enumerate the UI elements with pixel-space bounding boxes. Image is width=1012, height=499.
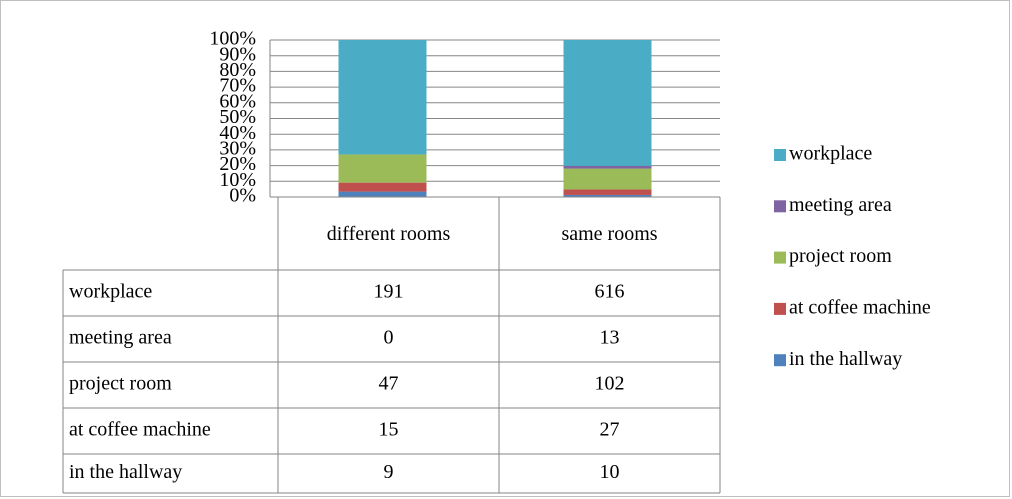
table-value: 102 [595, 373, 625, 395]
y-tick-label: 30% [219, 137, 256, 159]
row-label: meeting area [69, 327, 172, 349]
bar-segment [563, 40, 652, 166]
y-tick-label: 50% [219, 106, 256, 128]
y-tick-label: 10% [219, 169, 256, 191]
legend-swatch [774, 302, 786, 315]
y-tick-label: 70% [219, 75, 256, 97]
row-label: workplace [69, 281, 152, 303]
table-value: 191 [374, 281, 404, 303]
bar-segment [338, 154, 427, 183]
table-value: 13 [600, 327, 620, 349]
y-tick-label: 0% [229, 185, 256, 207]
legend-swatch [774, 354, 786, 367]
bar-segment [338, 191, 427, 197]
bar-segment [563, 165, 652, 169]
legend-label: in the hallway [789, 348, 902, 370]
category-label: different rooms [326, 222, 451, 245]
bar-segment [563, 168, 652, 190]
y-tick-label: 100% [209, 28, 256, 50]
legend-swatch [774, 200, 786, 213]
legend-swatch [774, 251, 786, 264]
table-value: 10 [600, 461, 620, 483]
table-value: 15 [379, 419, 399, 441]
y-tick-label: 20% [219, 153, 256, 175]
category-header: same rooms [561, 222, 658, 245]
bar-segment [563, 194, 652, 197]
legend-label: meeting area [789, 194, 892, 216]
legend-swatch [774, 149, 786, 161]
category-label: same rooms [561, 222, 658, 245]
row-label: at coffee machine [69, 419, 211, 441]
table-value: 27 [600, 419, 620, 441]
category-header: different rooms [326, 222, 451, 245]
legend-label: project room [789, 245, 892, 267]
bar-segment [338, 40, 427, 155]
table-value: 9 [384, 461, 394, 483]
row-label: project room [69, 373, 172, 395]
y-tick-label: 40% [219, 122, 256, 144]
table-value: 616 [595, 281, 625, 303]
row-label: in the hallway [69, 461, 182, 483]
legend-label: at coffee machine [789, 296, 931, 318]
table-value: 47 [379, 373, 399, 395]
table-value: 0 [384, 327, 394, 349]
y-tick-label: 60% [219, 90, 256, 112]
legend-label: workplace [789, 143, 872, 165]
bar-segment [563, 189, 652, 195]
bar-segment [338, 182, 427, 192]
y-tick-label: 90% [219, 43, 256, 65]
y-tick-label: 80% [219, 59, 256, 81]
